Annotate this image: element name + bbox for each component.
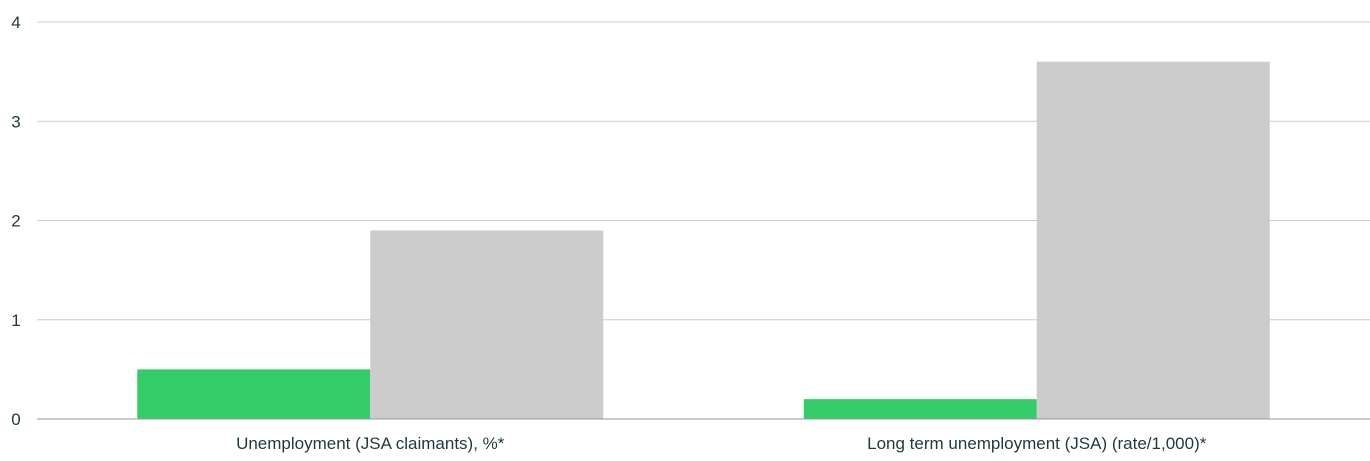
y-tick-label: 2 (11, 212, 20, 231)
bar-series-1-category-1 (137, 369, 371, 419)
y-axis-ticks: 0 1 2 3 4 (11, 13, 20, 429)
bar-series-1-category-2 (803, 399, 1037, 419)
category-label: Unemployment (JSA claimants), %* (236, 434, 505, 453)
bar-series-2-category-1 (370, 230, 604, 419)
y-tick-label: 0 (11, 410, 20, 429)
y-tick-label: 3 (11, 112, 20, 131)
y-tick-label: 4 (11, 13, 20, 32)
bars (137, 61, 1270, 419)
category-labels: Unemployment (JSA claimants), %* Long ter… (236, 434, 1207, 453)
bar-series-2-category-2 (1036, 61, 1270, 419)
y-tick-label: 1 (11, 311, 20, 330)
category-label: Long term unemployment (JSA) (rate/1,000… (867, 434, 1207, 453)
